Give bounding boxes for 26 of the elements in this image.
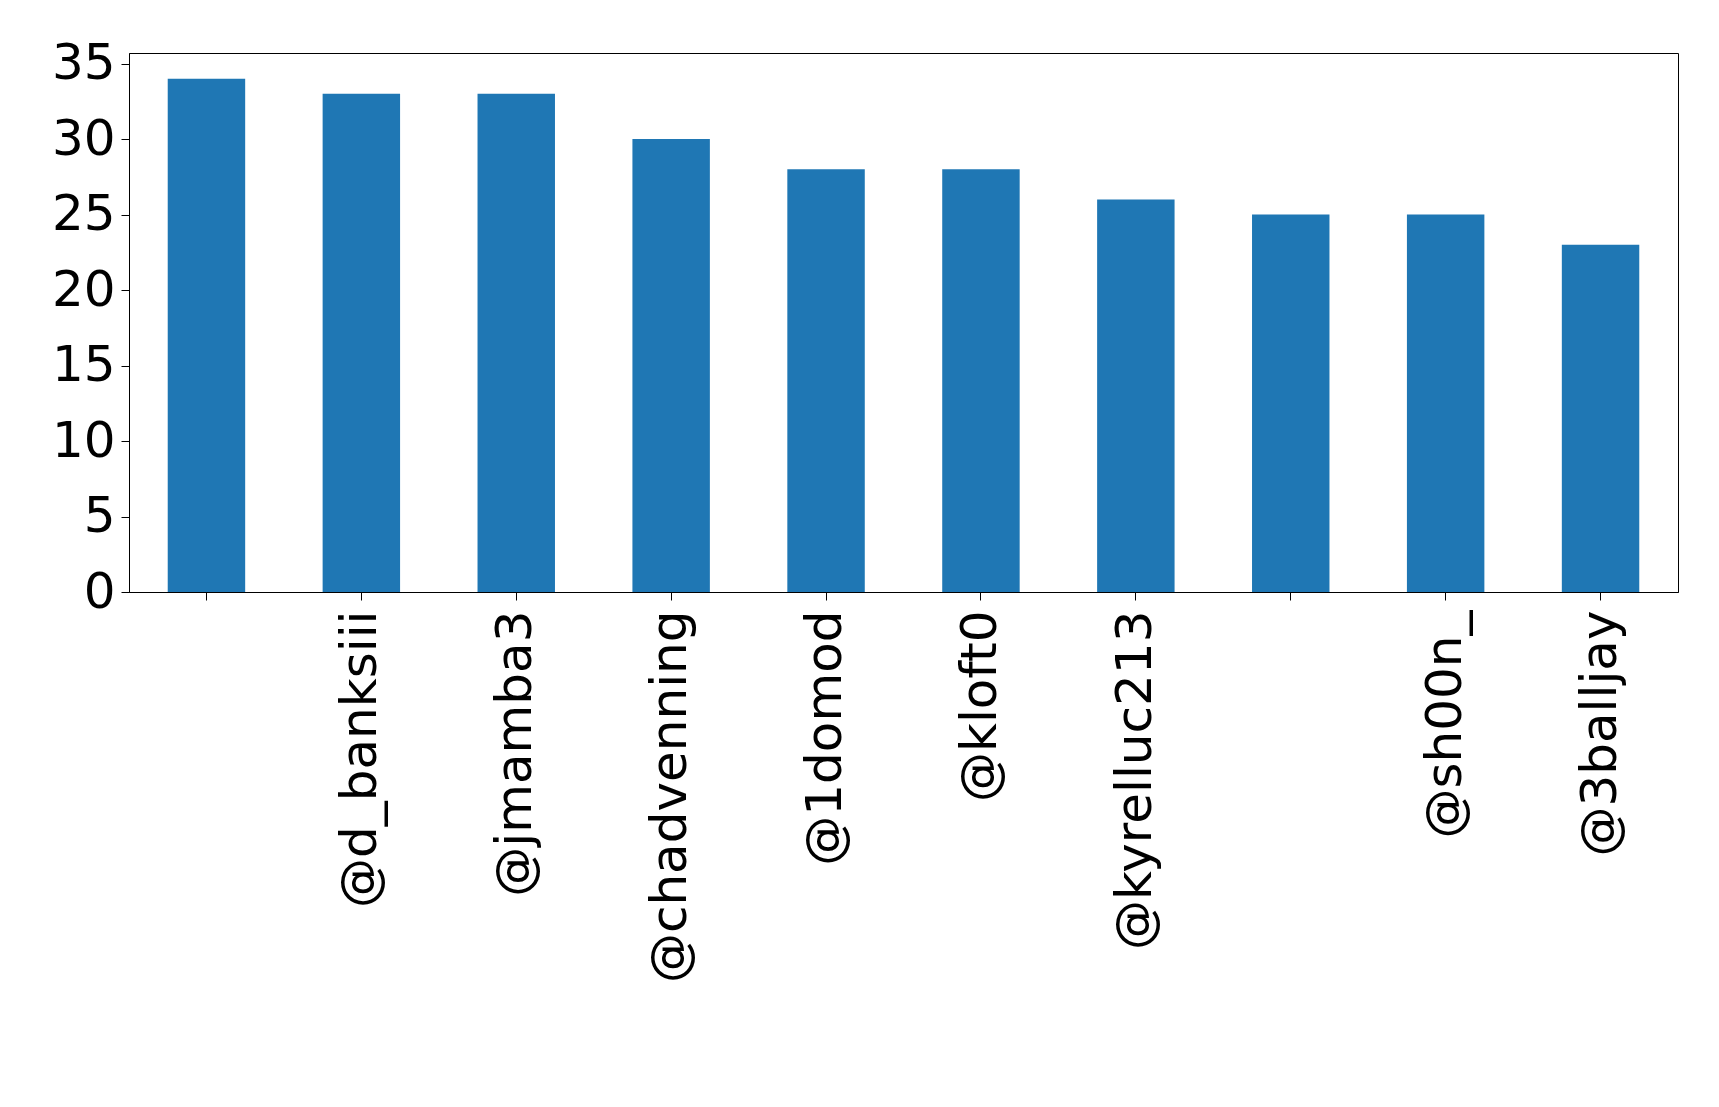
- x-tick-label: @1domod: [795, 610, 854, 866]
- y-tick-label: 25: [51, 184, 116, 243]
- bar: [1097, 199, 1175, 592]
- bar: [1406, 214, 1485, 592]
- x-tick-label: @kyrelluc213: [1104, 610, 1163, 950]
- bar: [477, 93, 555, 592]
- x-tick-label: @kloft0: [949, 610, 1008, 803]
- x-tick-label: @chadvenning: [640, 610, 699, 984]
- bar: [632, 139, 710, 592]
- bar: [322, 93, 401, 592]
- y-tick-label: 15: [51, 335, 116, 394]
- bar: [167, 78, 246, 592]
- y-tick-label: 10: [51, 410, 116, 469]
- x-tick-label: @sh00n_: [1414, 609, 1473, 839]
- y-tick-label: 20: [51, 259, 116, 318]
- y-tick-label: 5: [83, 486, 116, 545]
- y-tick-label: 0: [83, 561, 116, 620]
- x-tick-label: @jmamba3: [485, 610, 544, 897]
- bar: [942, 169, 1020, 592]
- x-tick-label: @3balljay: [1569, 610, 1628, 857]
- x-tick-label: @d_banksiii: [330, 610, 389, 908]
- y-tick-label: 30: [51, 108, 116, 167]
- bar: [1561, 244, 1640, 592]
- y-tick-label: 35: [51, 33, 116, 92]
- bar: [1252, 214, 1330, 592]
- bar: [787, 169, 865, 592]
